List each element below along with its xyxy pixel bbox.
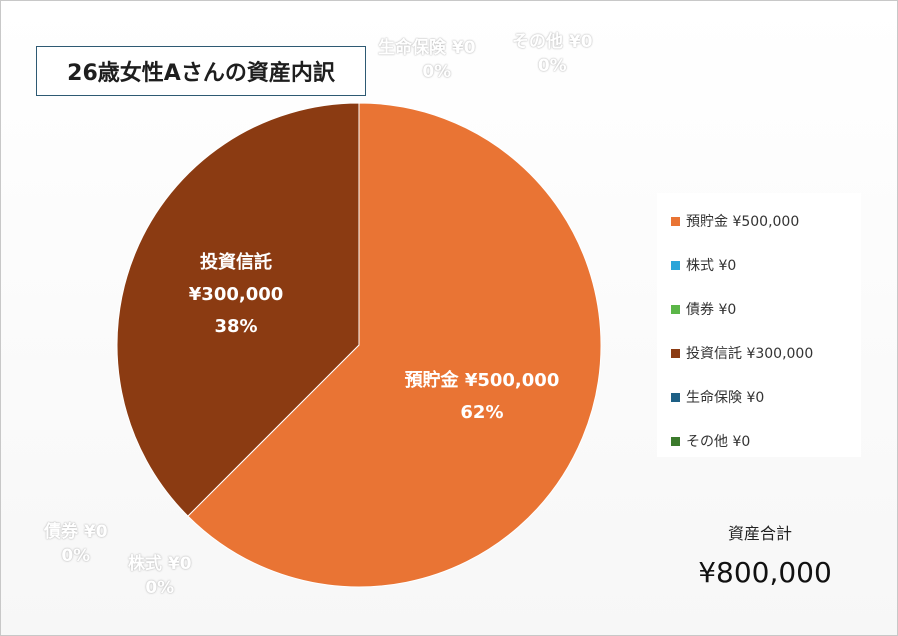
legend-item-savings: 預貯金 ¥500,000 xyxy=(657,199,861,243)
pie-data-label: 投資信託 xyxy=(200,251,272,273)
total-assets-label: 資産合計 xyxy=(727,524,792,543)
legend-item-life-insurance: 生命保険 ¥0 xyxy=(657,375,861,419)
pie-slice-3 xyxy=(116,102,360,517)
outside-label-other: その他 ¥0 0% xyxy=(512,30,593,78)
legend-swatch xyxy=(671,392,680,402)
legend-label: 投資信託 ¥300,000 xyxy=(686,346,814,362)
legend-label: 債券 ¥0 xyxy=(686,302,737,318)
legend-swatch xyxy=(671,260,680,270)
legend-swatch xyxy=(671,304,680,314)
outside-label-bonds: 債券 ¥0 0% xyxy=(44,520,108,568)
outside-label-life-insurance: 生命保険 ¥0 0% xyxy=(378,36,476,84)
legend-item-bonds: 債券 ¥0 xyxy=(657,287,861,331)
outside-label-percent: 0% xyxy=(537,56,567,76)
legend-swatch xyxy=(671,216,680,226)
pie-data-label: ¥300,000 xyxy=(189,284,284,305)
pie-data-label: 62% xyxy=(460,402,503,423)
legend-item-stocks: 株式 ¥0 xyxy=(657,243,861,287)
legend-label: 株式 ¥0 xyxy=(686,258,737,274)
legend-label: 預貯金 ¥500,000 xyxy=(686,214,800,230)
legend-item-other: その他 ¥0 xyxy=(657,419,861,463)
outside-label-name: 債券 ¥0 xyxy=(44,522,108,542)
legend-item-investment-trust: 投資信託 ¥300,000 xyxy=(657,331,861,375)
pie-slice-0 xyxy=(187,102,602,588)
legend-swatch xyxy=(671,436,680,446)
pie-data-label: 38% xyxy=(214,316,257,337)
total-assets-value: ¥800,000 xyxy=(698,556,832,589)
pie-data-label: 預貯金 ¥500,000 xyxy=(405,369,560,391)
outside-label-name: 株式 ¥0 xyxy=(128,554,192,574)
outside-label-percent: 0% xyxy=(145,578,175,598)
outside-label-stocks: 株式 ¥0 0% xyxy=(128,552,192,600)
outside-label-name: その他 ¥0 xyxy=(512,32,593,52)
chart-title-box: 26歳女性Aさんの資産内訳 xyxy=(36,46,366,96)
legend-label: 生命保険 ¥0 xyxy=(686,390,765,406)
chart-title: 26歳女性Aさんの資産内訳 xyxy=(67,61,335,86)
outside-label-name: 生命保険 ¥0 xyxy=(378,38,476,58)
outside-label-percent: 0% xyxy=(61,546,91,566)
legend-label: その他 ¥0 xyxy=(686,434,751,450)
outside-label-percent: 0% xyxy=(422,62,452,82)
legend-swatch xyxy=(671,348,680,358)
chart-legend: 預貯金 ¥500,000 株式 ¥0 債券 ¥0 投資信託 ¥300,000 生… xyxy=(657,193,861,457)
